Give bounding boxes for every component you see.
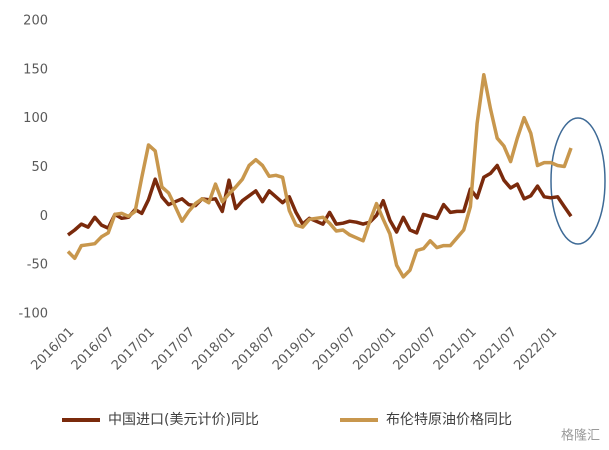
watermark: 格隆汇 (561, 428, 600, 444)
x-tick-label: 2022/01 (511, 325, 560, 374)
x-tick-label: 2021/07 (471, 325, 520, 374)
y-tick-label: 50 (31, 160, 48, 175)
x-tick-label: 2017/07 (149, 325, 198, 374)
legend-label: 布伦特原油价格同比 (386, 412, 512, 428)
y-tick-label: 0 (40, 209, 48, 224)
series-line (66, 163, 573, 237)
y-tick-label: -100 (18, 307, 48, 322)
x-tick-label: 2017/01 (109, 325, 158, 374)
x-tick-label: 2016/01 (29, 325, 78, 374)
x-tick-label: 2018/07 (230, 325, 279, 374)
highlight-ellipse (550, 117, 606, 245)
series-line (66, 72, 573, 279)
x-tick-label: 2020/07 (391, 325, 440, 374)
y-tick-label: 200 (23, 14, 48, 29)
x-tick-label: 2016/07 (69, 325, 118, 374)
x-tick-label: 2019/07 (310, 325, 359, 374)
x-tick-label: 2019/01 (270, 325, 319, 374)
x-tick-label: 2020/01 (350, 325, 399, 374)
legend-label: 中国进口(美元计价)同比 (108, 412, 259, 428)
x-tick-label: 2021/01 (431, 325, 480, 374)
x-tick-label: 2018/01 (189, 325, 238, 374)
y-tick-label: 100 (23, 111, 48, 126)
y-tick-label: -50 (27, 258, 48, 273)
y-tick-label: 150 (23, 62, 48, 77)
